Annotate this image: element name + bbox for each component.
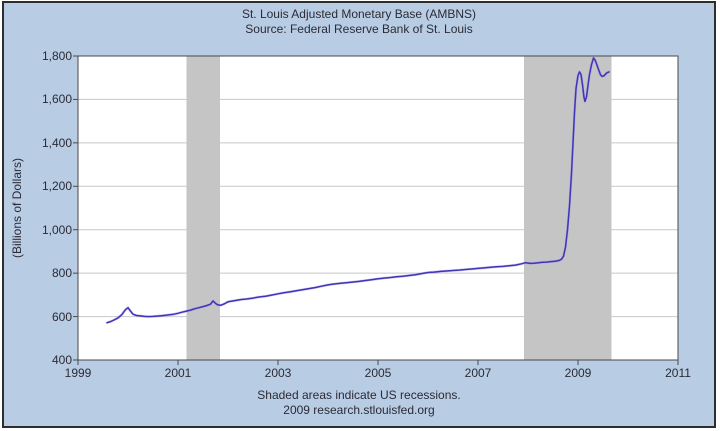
y-tick-label: 800	[51, 266, 72, 281]
x-tick-label: 2009	[564, 366, 592, 380]
x-tick-label: 1999	[64, 366, 92, 380]
y-tick-label: 400	[51, 353, 72, 367]
recession-band	[524, 56, 612, 360]
x-tick-label: 2003	[264, 366, 292, 380]
footer-recession-note: Shaded areas indicate US recessions.	[257, 388, 461, 402]
y-tick-label: 600	[51, 309, 72, 324]
y-tick-label: 1,200	[41, 179, 72, 194]
chart-subtitle: Source: Federal Reserve Bank of St. Loui…	[245, 22, 473, 36]
chart-title: St. Louis Adjusted Monetary Base (AMBNS)	[241, 7, 477, 21]
y-tick-label: 1,600	[41, 92, 72, 107]
data-line	[106, 57, 610, 324]
recession-band	[186, 56, 220, 360]
y-tick-label: 1,800	[41, 49, 72, 63]
x-tick-label: 2011	[665, 366, 691, 380]
footer-source-note: 2009 research.stlouisfed.org	[283, 403, 435, 417]
y-tick-label: 1,400	[41, 135, 72, 150]
plot-svg	[73, 55, 679, 365]
x-tick-label: 2007	[464, 366, 492, 380]
x-tick-label: 2005	[364, 366, 392, 380]
y-tick-label: 1,000	[41, 222, 72, 237]
x-tick-label: 2001	[164, 366, 192, 380]
